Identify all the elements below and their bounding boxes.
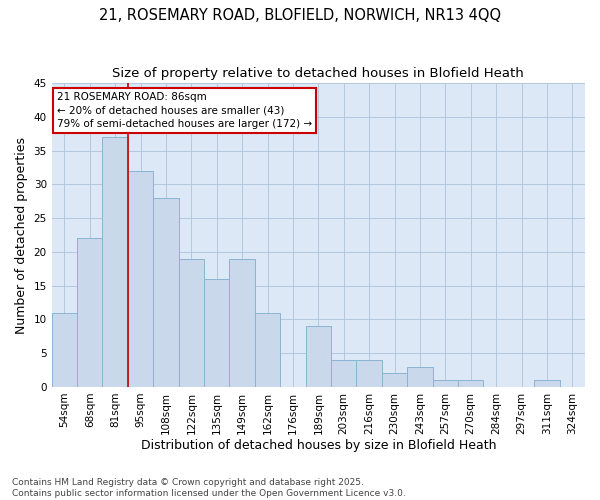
Bar	[255, 312, 280, 387]
Bar	[204, 279, 229, 387]
Text: Contains HM Land Registry data © Crown copyright and database right 2025.
Contai: Contains HM Land Registry data © Crown c…	[12, 478, 406, 498]
Bar	[433, 380, 458, 387]
Bar	[52, 312, 77, 387]
Bar	[229, 258, 255, 387]
Bar	[382, 374, 407, 387]
Bar	[77, 238, 103, 387]
Bar	[103, 137, 128, 387]
Bar	[331, 360, 356, 387]
X-axis label: Distribution of detached houses by size in Blofield Heath: Distribution of detached houses by size …	[140, 440, 496, 452]
Bar	[179, 258, 204, 387]
Text: 21 ROSEMARY ROAD: 86sqm
← 20% of detached houses are smaller (43)
79% of semi-de: 21 ROSEMARY ROAD: 86sqm ← 20% of detache…	[57, 92, 312, 128]
Bar	[356, 360, 382, 387]
Bar	[407, 366, 433, 387]
Bar	[153, 198, 179, 387]
Bar	[305, 326, 331, 387]
Text: 21, ROSEMARY ROAD, BLOFIELD, NORWICH, NR13 4QQ: 21, ROSEMARY ROAD, BLOFIELD, NORWICH, NR…	[99, 8, 501, 22]
Bar	[458, 380, 484, 387]
Y-axis label: Number of detached properties: Number of detached properties	[15, 136, 28, 334]
Title: Size of property relative to detached houses in Blofield Heath: Size of property relative to detached ho…	[112, 68, 524, 80]
Bar	[534, 380, 560, 387]
Bar	[128, 171, 153, 387]
